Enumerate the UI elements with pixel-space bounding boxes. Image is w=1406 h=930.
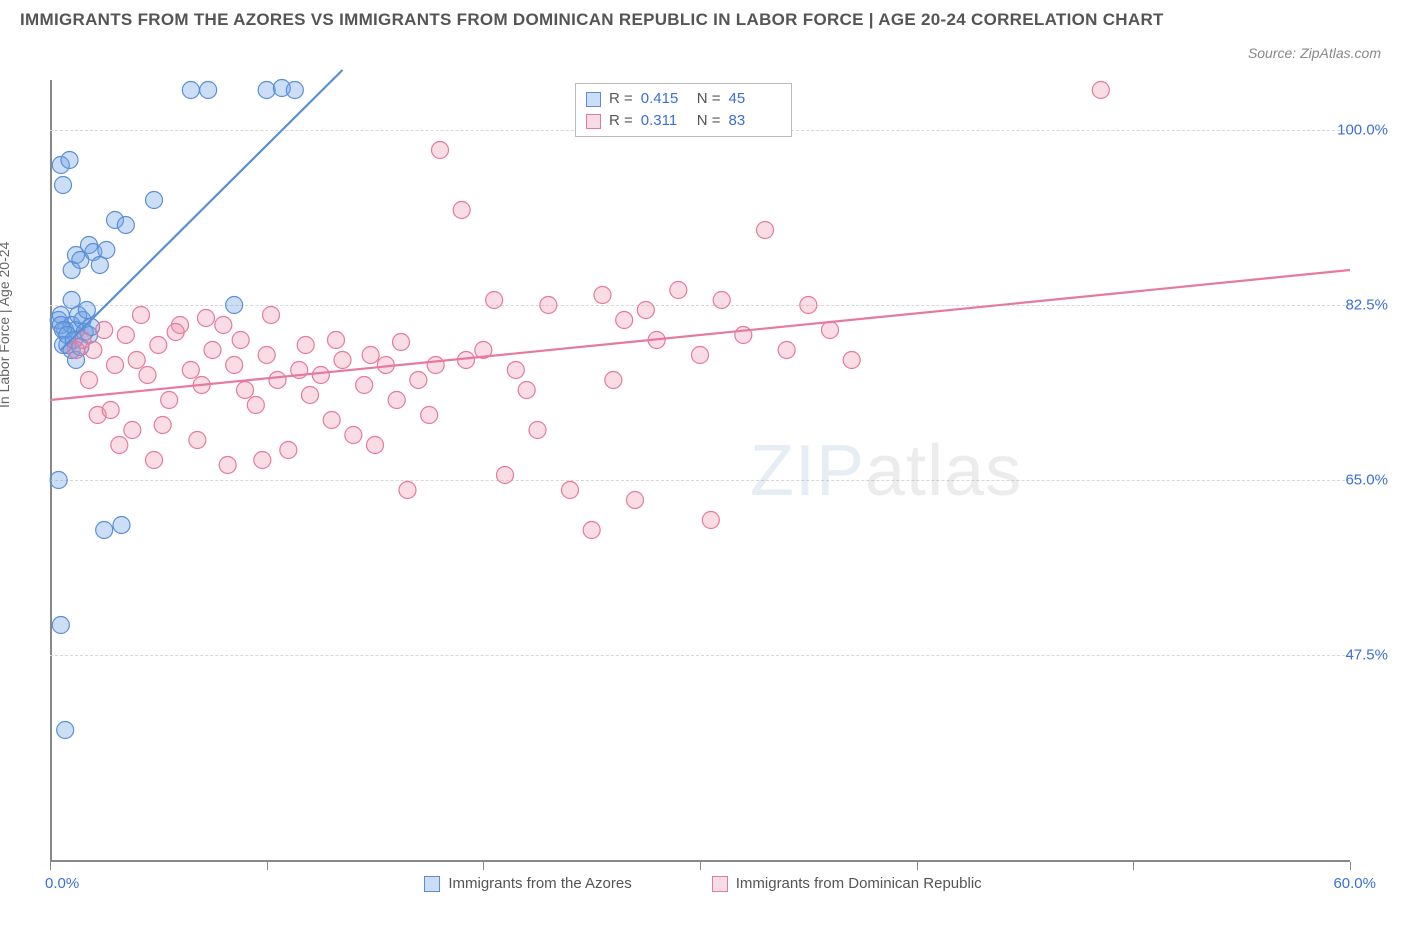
stat-n-value-a: 45 — [729, 88, 777, 110]
stat-r-value-b: 0.311 — [641, 110, 689, 132]
legend-swatch-a — [424, 876, 440, 892]
x-tick — [917, 862, 918, 870]
legend-label-a: Immigrants from the Azores — [448, 875, 631, 892]
x-tick — [700, 862, 701, 870]
x-tick — [50, 862, 51, 870]
swatch-series-b — [586, 114, 601, 129]
legend-item-series-b: Immigrants from Dominican Republic — [712, 875, 982, 892]
stat-r-label: R = — [609, 88, 633, 110]
stat-n-label: N = — [697, 110, 721, 132]
x-tick — [483, 862, 484, 870]
chart-title: IMMIGRANTS FROM THE AZORES VS IMMIGRANTS… — [20, 10, 1164, 30]
swatch-series-a — [586, 92, 601, 107]
stat-n-label: N = — [697, 88, 721, 110]
y-tick-label: 82.5% — [1345, 297, 1388, 314]
y-tick-label: 65.0% — [1345, 472, 1388, 489]
stats-box: R = 0.415 N = 45 R = 0.311 N = 83 — [575, 83, 792, 137]
stat-r-value-a: 0.415 — [641, 88, 689, 110]
legend-item-series-a: Immigrants from the Azores — [424, 875, 631, 892]
legend-swatch-b — [712, 876, 728, 892]
y-tick-label: 47.5% — [1345, 647, 1388, 664]
x-tick — [1350, 862, 1351, 870]
stats-row-series-b: R = 0.311 N = 83 — [586, 110, 777, 132]
y-axis-label: In Labor Force | Age 20-24 — [0, 242, 12, 408]
x-tick — [1133, 862, 1134, 870]
x-tick — [267, 862, 268, 870]
source-label: Source: ZipAtlas.com — [1248, 45, 1381, 61]
stats-row-series-a: R = 0.415 N = 45 — [586, 88, 777, 110]
scatter-plot — [50, 80, 1350, 860]
stat-n-value-b: 83 — [729, 110, 777, 132]
legend: Immigrants from the Azores Immigrants fr… — [0, 875, 1406, 892]
stat-r-label: R = — [609, 110, 633, 132]
legend-label-b: Immigrants from Dominican Republic — [736, 875, 982, 892]
